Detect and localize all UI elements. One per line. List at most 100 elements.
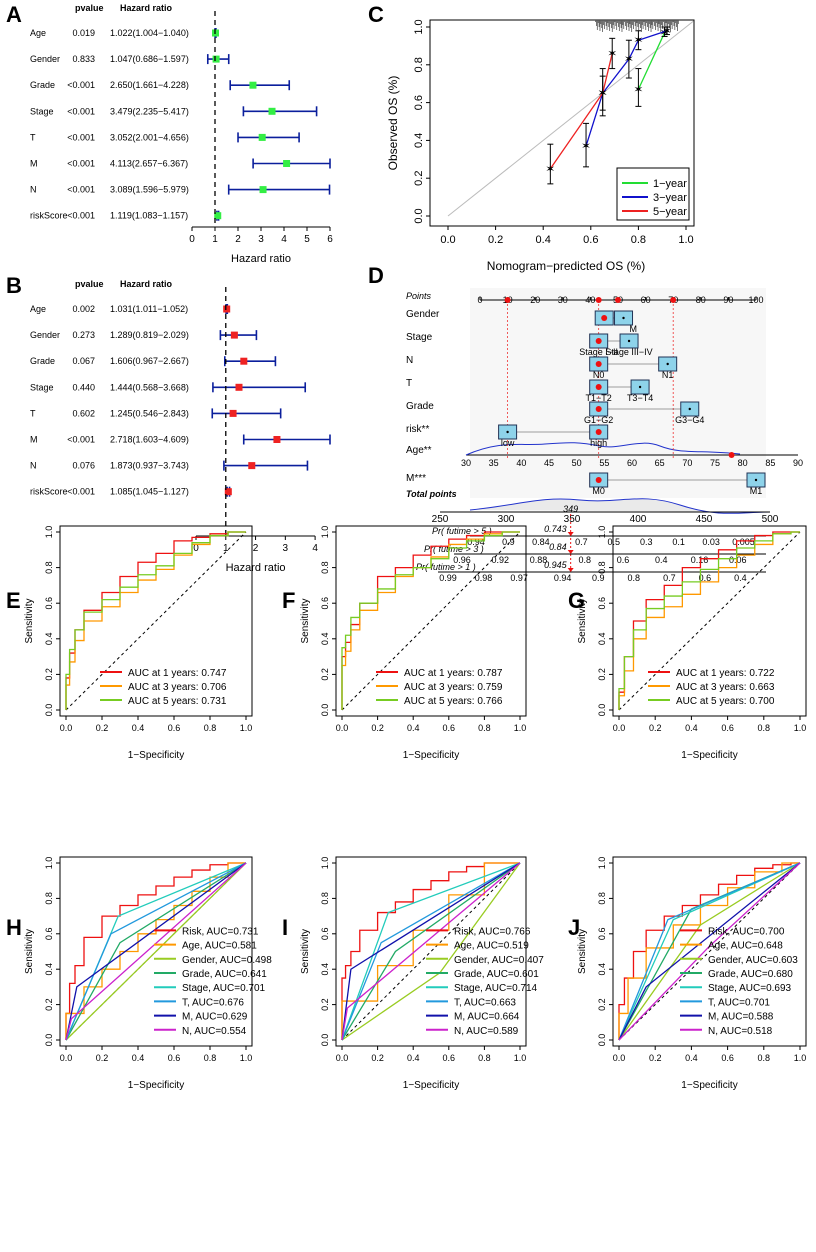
row-label: Age (30, 304, 46, 314)
category-label: high (590, 438, 607, 448)
prob-tick-label: 0.06 (729, 555, 747, 565)
y-tick-label: 0.8 (320, 561, 330, 574)
age-tick-label: 70 (682, 458, 692, 468)
age-tick-label: 45 (544, 458, 554, 468)
calibration-point: ✶ (633, 82, 643, 96)
y-tick-label: 0.6 (44, 597, 54, 610)
row-pvalue: 0.076 (72, 461, 95, 471)
x-tick-label: 2 (235, 234, 241, 245)
nomogram-row-label: M*** (406, 473, 426, 484)
chance-diagonal (618, 862, 801, 1041)
y-tick-label: 0.4 (413, 133, 425, 148)
y-tick-label: 0.6 (320, 928, 330, 941)
calibration-point: ✶ (607, 46, 617, 60)
category-dot (627, 339, 631, 343)
total-tick-label: 500 (762, 514, 779, 525)
age-tick-label: 35 (489, 458, 499, 468)
x-tick-label: 0.0 (336, 723, 349, 733)
prob-value: 0.743 (544, 524, 567, 534)
y-axis-title: Sensitivity (577, 598, 588, 643)
category-label: M0 (592, 486, 605, 496)
legend-label: Age, AUC=0.581 (182, 941, 257, 952)
x-axis-title: 1−Specificity (128, 1080, 184, 1091)
points-tick-label: 0 (477, 295, 482, 305)
y-tick-label: 1.0 (597, 526, 607, 539)
category-label: T3−T4 (627, 393, 653, 403)
panel-label-g: G (568, 588, 585, 613)
roc-curve (618, 862, 801, 1041)
nomogram-row-label: Gender (406, 309, 440, 320)
category-dot (638, 385, 642, 389)
category-dot (622, 316, 625, 320)
x-tick-label: 0.6 (443, 1053, 456, 1063)
roc-curve (341, 862, 521, 1041)
legend-label: T, AUC=0.676 (182, 997, 244, 1008)
roc-curve (618, 531, 800, 710)
selected-marker (601, 315, 608, 321)
total-tick-label: 450 (696, 514, 713, 525)
x-tick-label: 0.4 (407, 1053, 420, 1063)
y-tick-label: 0.8 (44, 892, 54, 905)
x-tick-label: 5 (304, 234, 310, 245)
row-hazard-ratio: 3.089(1.596−5.979) (110, 185, 189, 195)
y-tick-label: 0.8 (44, 561, 54, 574)
y-tick-label: 0.4 (320, 633, 330, 646)
x-tick-label: 4 (281, 234, 287, 245)
roc-plot-j: 0.0 0.0 0.2 0.2 0.4 0.4 0.6 0.6 0.8 0.8 1.0 1.0 1−Sp… (577, 856, 807, 1091)
selected-marker (595, 406, 602, 412)
x-axis-title: Hazard ratio (231, 253, 291, 265)
age-tick-label: 60 (627, 458, 637, 468)
legend-label: Grade, AUC=0.641 (182, 969, 267, 980)
y-tick-label: 0.4 (320, 963, 330, 976)
total-tick-label: 350 (564, 514, 581, 525)
prob-tick-label: 0.98 (475, 573, 493, 583)
y-tick-label: 0.2 (44, 998, 54, 1011)
x-tick-label: 0.2 (649, 1053, 662, 1063)
prob-tick-label: 0.4 (655, 555, 668, 565)
category-label: G3−G4 (675, 415, 704, 425)
row-pvalue: 0.440 (72, 382, 95, 392)
legend-label: M, AUC=0.588 (708, 1012, 774, 1023)
hazard-ratio-point (224, 488, 232, 496)
legend-label: T, AUC=0.663 (454, 997, 516, 1008)
legend-label: Stage, AUC=0.714 (454, 983, 538, 994)
row-label: riskScore (30, 487, 68, 497)
age-tick-label: 50 (572, 458, 582, 468)
prob-arrow (567, 532, 574, 536)
calibration-point: ✶ (660, 26, 670, 40)
row-hazard-ratio: 1.031(1.011−1.052) (110, 304, 188, 314)
points-tick-label: 80 (696, 295, 706, 305)
hazard-ratio-point (240, 357, 248, 365)
legend-label: N, AUC=0.554 (182, 1026, 247, 1037)
legend-label: AUC at 1 years: 0.787 (404, 668, 503, 679)
hazard-ratio-point (283, 160, 291, 167)
x-tick-label: 0.0 (336, 1053, 349, 1063)
selected-marker (595, 361, 602, 367)
hazard-ratio-point (214, 212, 222, 220)
row-pvalue: <0.001 (67, 132, 95, 142)
x-tick-label: 0.0 (60, 1053, 73, 1063)
x-tick-label: 0.8 (478, 723, 491, 733)
x-tick-label: 0.4 (685, 1053, 698, 1063)
nomogram-row-label: T (406, 378, 412, 389)
plot-frame (612, 856, 807, 1047)
x-tick-label: 0.2 (371, 723, 384, 733)
roc-curve (341, 862, 521, 1041)
roc-plot-i: 0.0 0.0 0.2 0.2 0.4 0.4 0.6 0.6 0.8 0.8 1.0 1.0 1−Sp… (300, 856, 544, 1091)
nomogram-row-label: Stage (406, 332, 433, 343)
legend-label: Risk, AUC=0.731 (182, 926, 259, 937)
row-label: Grade (30, 356, 55, 366)
points-tick-label: 30 (558, 295, 568, 305)
prob-arrow (567, 550, 574, 554)
x-tick-label: 1.0 (514, 723, 527, 733)
legend-label: AUC at 5 years: 0.766 (404, 696, 503, 707)
row-pvalue: <0.001 (67, 435, 95, 445)
row-pvalue: <0.001 (67, 159, 95, 169)
roc-curve (65, 531, 246, 710)
y-tick-label: 0.4 (44, 633, 54, 646)
plot-frame (59, 525, 253, 717)
row-label: N (30, 461, 37, 471)
prob-row-label: Pr( futime > 3 ) (424, 544, 484, 554)
legend-label: AUC at 1 years: 0.747 (128, 668, 227, 679)
panel-label-j: J (568, 915, 580, 940)
